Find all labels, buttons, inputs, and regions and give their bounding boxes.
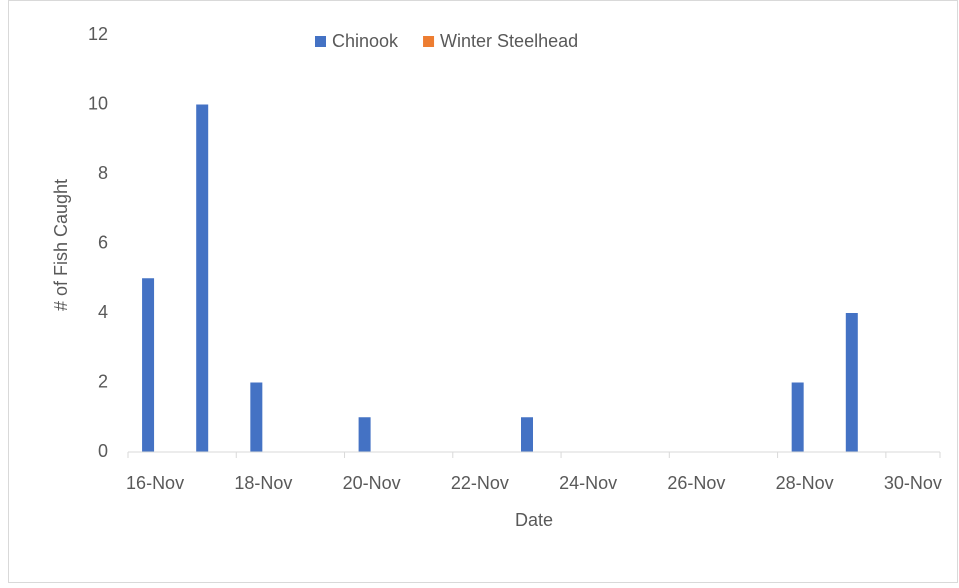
x-tick-label: 26-Nov — [667, 473, 725, 493]
legend-label: Winter Steelhead — [440, 31, 578, 51]
y-tick-label: 6 — [98, 232, 108, 252]
legend-label: Chinook — [332, 31, 399, 51]
x-tick-label: 16-Nov — [126, 473, 184, 493]
x-tick-label: 18-Nov — [234, 473, 292, 493]
bar — [845, 313, 858, 452]
x-tick-label: 24-Nov — [559, 473, 617, 493]
y-tick-label: 4 — [98, 302, 108, 322]
bar — [791, 382, 804, 452]
x-axis-title: Date — [515, 510, 553, 530]
legend-swatch — [315, 36, 326, 47]
bar — [358, 417, 371, 452]
x-tick-label: 22-Nov — [451, 473, 509, 493]
bar — [250, 382, 263, 452]
x-tick-label: 30-Nov — [884, 473, 942, 493]
legend-swatch — [423, 36, 435, 47]
x-tick-label: 28-Nov — [776, 473, 834, 493]
y-tick-label: 12 — [88, 24, 108, 44]
y-tick-label: 0 — [98, 441, 108, 461]
x-tick-label: 20-Nov — [343, 473, 401, 493]
y-axis-title: # of Fish Caught — [51, 179, 71, 311]
y-tick-label: 10 — [88, 93, 108, 113]
bar — [521, 417, 533, 452]
bar — [142, 278, 155, 452]
bar — [196, 104, 209, 452]
y-tick-label: 8 — [98, 163, 108, 183]
y-tick-label: 2 — [98, 371, 108, 391]
